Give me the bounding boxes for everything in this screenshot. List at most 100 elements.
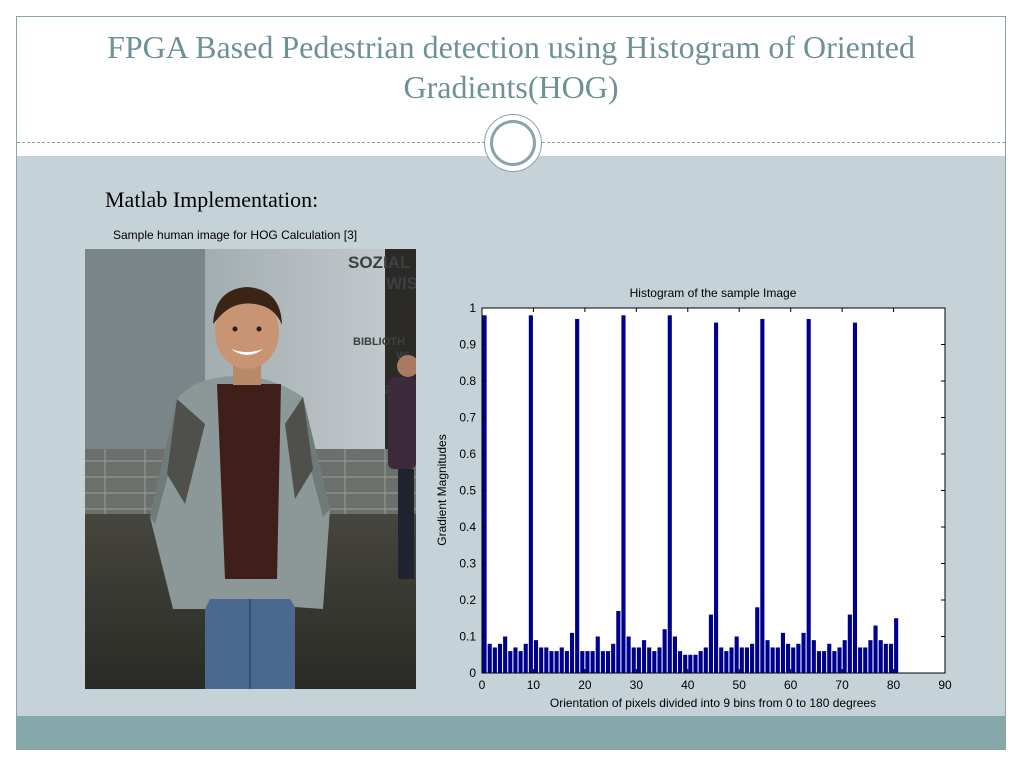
x-tick-label: 20 (578, 678, 592, 692)
bar (791, 647, 796, 673)
bar (760, 318, 765, 673)
footer-band (17, 716, 1005, 749)
bar (693, 654, 698, 673)
y-tick-label: 0.9 (459, 338, 476, 352)
bar (662, 629, 667, 673)
image-caption: Sample human image for HOG Calculation [… (113, 228, 358, 242)
slide-title: FPGA Based Pedestrian detection using Hi… (107, 29, 915, 105)
x-tick-label: 30 (630, 678, 644, 692)
x-axis-ticks: 0 10 20 30 40 50 60 70 80 90 (479, 308, 952, 692)
photo-wall-text: BIBLIOTH (353, 336, 405, 348)
bar (482, 315, 487, 673)
x-tick-label: 40 (681, 678, 695, 692)
bar (508, 651, 513, 673)
y-axis-label: Gradient Magnitudes (435, 434, 449, 545)
y-tick-label: 0 (469, 666, 476, 680)
bar (750, 643, 755, 673)
bar (703, 647, 708, 673)
y-tick-label: 0.3 (459, 557, 476, 571)
bar (786, 643, 791, 673)
bar (549, 651, 554, 673)
bar (852, 322, 858, 673)
decorative-inner-circle (490, 120, 536, 166)
photo-wall-text: SOZIAL (348, 253, 410, 272)
section-heading: Matlab Implementation: (105, 187, 319, 212)
bar (657, 647, 662, 673)
bar (585, 651, 590, 673)
bar (631, 647, 636, 673)
bar (832, 651, 837, 673)
y-tick-label: 0.8 (459, 374, 476, 388)
bar (816, 651, 822, 673)
bar (641, 640, 647, 673)
bar (554, 651, 559, 673)
bar (868, 640, 873, 673)
bar (724, 651, 729, 673)
bar (708, 614, 713, 673)
bar (811, 640, 816, 673)
bar (873, 625, 878, 673)
pedestrian-figure (150, 287, 330, 689)
bar (569, 632, 575, 673)
x-tick-label: 60 (784, 678, 798, 692)
slide: FPGA Based Pedestrian detection using Hi… (16, 16, 1006, 750)
bar (744, 647, 749, 673)
bar (528, 315, 533, 673)
bar (616, 610, 621, 673)
bar (533, 640, 539, 673)
bar (611, 643, 616, 673)
bar (780, 632, 786, 673)
bar (580, 651, 585, 673)
bar (883, 643, 888, 673)
bar (714, 322, 719, 673)
bar (539, 647, 544, 673)
bar (734, 636, 739, 673)
bar (827, 643, 832, 673)
bar (858, 647, 863, 673)
bar (739, 647, 744, 673)
y-tick-label: 0.5 (459, 484, 476, 498)
bar (621, 315, 626, 673)
bar (492, 647, 497, 673)
sample-human-photo: SOZIAL WIS BIBLIOTH WI Z (85, 249, 416, 689)
bar (888, 643, 894, 673)
x-tick-label: 10 (527, 678, 541, 692)
bar (636, 647, 641, 673)
bar (719, 647, 724, 673)
bar (765, 640, 770, 673)
bar (688, 654, 693, 673)
bar (575, 318, 580, 673)
bar (755, 607, 760, 673)
bar (837, 647, 842, 673)
bar (822, 651, 827, 673)
bar (894, 618, 899, 673)
bar (678, 651, 683, 673)
bar (605, 651, 611, 673)
bar (544, 647, 549, 673)
bar (842, 640, 847, 673)
bar (796, 643, 801, 673)
x-tick-label: 80 (887, 678, 901, 692)
histogram-chart: Histogram of the sample Image 0 10 20 30 40 5… (425, 281, 965, 721)
bar (806, 318, 811, 673)
bar (729, 647, 734, 673)
x-tick-label: 50 (733, 678, 747, 692)
bar (775, 647, 780, 673)
bar (626, 636, 631, 673)
bar (863, 647, 868, 673)
bar (564, 651, 569, 673)
y-tick-label: 0.4 (459, 520, 476, 534)
bar (683, 654, 688, 673)
plot-area-background (482, 308, 945, 673)
bar (523, 643, 528, 673)
y-tick-label: 1 (469, 301, 476, 315)
photo-wall-text: WIS (386, 274, 416, 293)
bar (590, 651, 595, 673)
bar (600, 651, 605, 673)
bar (698, 651, 703, 673)
bar (672, 636, 677, 673)
bar (513, 647, 518, 673)
bar (801, 632, 806, 673)
bar (503, 636, 508, 673)
y-tick-label: 0.2 (459, 593, 476, 607)
